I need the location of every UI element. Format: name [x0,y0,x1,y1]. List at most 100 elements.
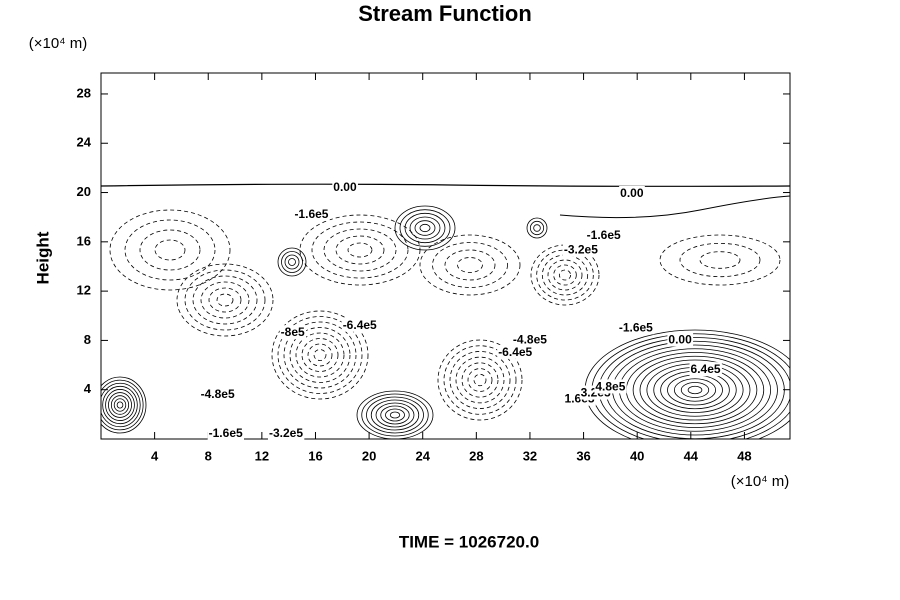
contour-line [299,214,421,286]
contour-line [184,269,266,331]
contour-line [313,349,327,361]
contour-line [659,234,781,286]
contour-label: -1.6e5 [209,426,243,440]
contour-line [380,405,410,425]
contour-line [660,370,730,410]
contour-field [101,183,790,439]
contour-line [323,228,397,272]
contour-label-bg [293,206,330,221]
contour-line [295,332,345,378]
contour-line [113,398,127,412]
contour-line [101,376,147,434]
contour-line [553,264,577,286]
contour-line [284,254,300,270]
contour-line [277,316,363,394]
contour-line [283,321,357,389]
contour-label-bg [617,320,655,335]
contour-label-bg [199,386,236,401]
x-tick-label: 32 [523,448,537,463]
y-tick-label: 4 [84,381,92,396]
contour-line [101,382,141,428]
contour-line [356,390,434,439]
contour-line [385,408,405,422]
x-tick-label: 36 [576,448,590,463]
contour-label-bg [267,426,305,441]
contour-line [208,287,242,313]
contour-line [200,281,250,319]
x-tick-label: 8 [205,448,212,463]
contour-label: 4.8e5 [595,379,625,393]
contour-label: -6.4e5 [343,318,377,332]
footer: TIME = 1026720.0 [399,532,539,551]
contour-line [419,223,431,233]
contour-line [547,259,583,291]
x-tick-label: 40 [630,448,644,463]
contour-label-bg [207,426,244,441]
chart-title: Stream Function [358,1,532,26]
contour-line [281,251,303,273]
y-unit: (×10⁴ m) [29,35,88,52]
contour-label: -3.2e5 [269,426,303,440]
contour-line [541,254,589,296]
contour-label: -1.6e5 [587,228,621,242]
contour-label-bg [562,242,600,257]
contour-line [375,402,415,428]
contour-line [399,209,451,247]
contour-line [124,219,216,281]
contour-line [618,348,772,432]
contour-label: 0.00 [668,333,692,347]
x-unit: (×10⁴ m) [731,473,790,490]
x-tick-label: 48 [737,448,751,463]
contour-line [102,385,138,425]
contour-line [473,373,487,387]
contour-line [301,338,339,372]
contour-line [154,239,186,261]
contour-label: -1.6e5 [294,207,328,221]
x-tick-label: 4 [151,448,159,463]
contour-label-bg [689,362,722,377]
contour-line [449,351,511,409]
contour-line [277,247,307,277]
contour-line [105,389,135,421]
contour-line [673,378,717,402]
contour-label: -4.8e5 [201,387,235,401]
contour-line [394,205,456,251]
contour-line [409,216,441,240]
contour-line [288,258,296,266]
contour-line [455,356,505,404]
contour-line [632,355,758,425]
contour-line [526,217,548,239]
contour-label-bg [341,317,379,332]
contour-line [311,221,409,279]
contour-label: -4.8e5 [513,333,547,347]
contour-line [289,327,351,383]
y-tick-label: 8 [84,332,91,347]
contour-label: -6.4e5 [498,345,532,359]
contour-line [389,411,401,419]
contour-line [667,374,723,406]
contour-label: -8e5 [281,325,305,339]
contour-line [414,220,436,236]
contour-line [110,395,130,415]
y-tick-label: 16 [77,233,91,248]
y-tick-label: 24 [77,135,92,150]
contour-line [457,257,483,273]
contour-line [404,212,446,244]
contour-line [366,396,424,434]
contour-line [612,344,778,436]
contour-label: -3.2e5 [564,243,598,257]
x-tick-label: 28 [469,448,483,463]
contour-label: 0.00 [620,186,644,200]
contour-line [699,251,741,269]
contour-line [687,385,703,395]
contour-line [271,310,369,400]
contour-label-bg [619,185,645,200]
contour-line [347,242,373,258]
contour-line [216,293,234,307]
contour-line [437,339,523,421]
contour-line [432,242,508,288]
plot-frame [100,72,791,440]
x-tick-label: 24 [415,448,430,463]
contour-line [598,337,790,439]
